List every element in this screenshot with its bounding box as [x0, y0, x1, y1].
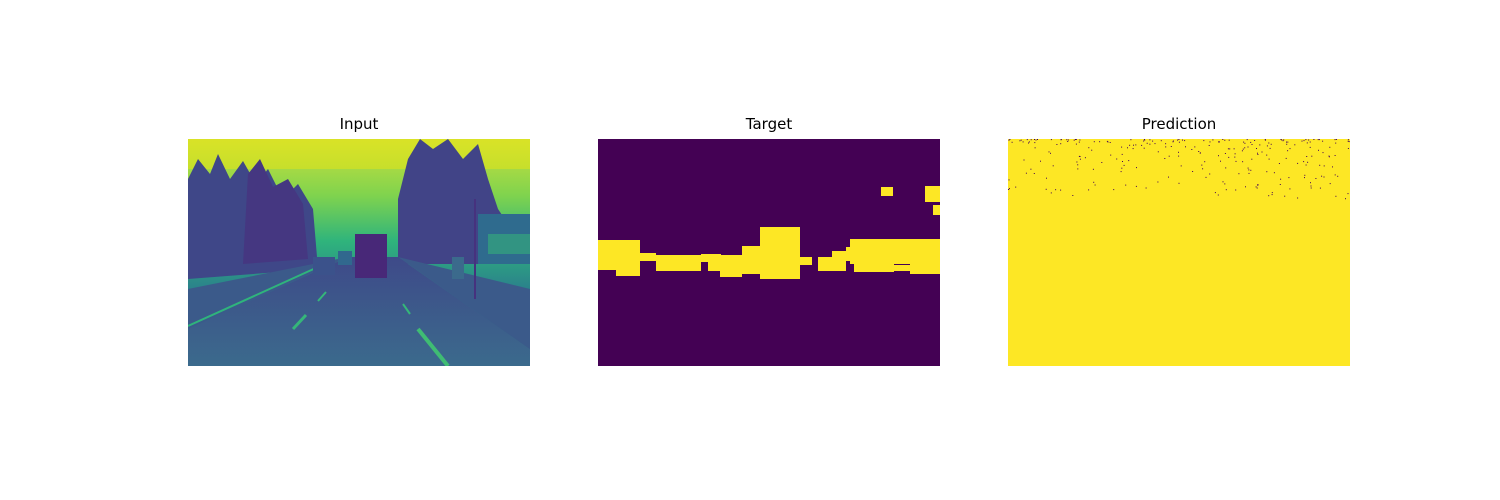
prediction-panel: Prediction [1008, 0, 1350, 500]
target-panel: Target [598, 0, 940, 500]
input-title: Input [339, 115, 379, 133]
input-image [188, 139, 530, 366]
input-panel: Input [188, 0, 530, 500]
target-mask-image [598, 139, 940, 366]
prediction-mask-image [1008, 139, 1350, 366]
target-title: Target [745, 115, 793, 133]
prediction-title: Prediction [1141, 115, 1217, 133]
